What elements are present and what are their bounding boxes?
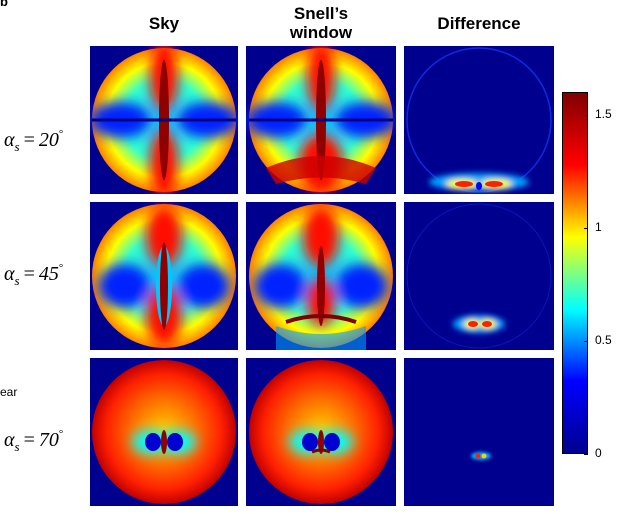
panel-snell-70 (246, 358, 396, 506)
sky-70-image (92, 360, 236, 504)
colorbar-tick-mark (584, 454, 588, 455)
column-header-snell: Snell’s window (246, 4, 396, 42)
colorbar (562, 92, 588, 454)
colorbar-tick-label: 0.5 (595, 332, 612, 347)
sky-20-image (90, 46, 238, 194)
colorbar-tick-label: 0 (595, 446, 602, 460)
angle-value: 20 (38, 129, 59, 151)
alpha-subscript: s (14, 139, 20, 154)
colorbar-tick-mark (584, 340, 588, 342)
snell-45-image (249, 204, 393, 350)
row-label-70: αs = 70° (4, 428, 63, 455)
row-label-20: αs = 20° (4, 128, 63, 155)
colorbar-tick-label: 1 (595, 219, 602, 234)
panel-sky-70 (90, 358, 238, 506)
equals-sign: = (23, 429, 35, 451)
diff-70-image (471, 452, 491, 460)
figure-panel-letter: b (0, 0, 8, 9)
column-header-difference: Difference (437, 14, 521, 33)
column-header-snell-line1: Snell’s (293, 4, 349, 23)
alpha-symbol: α (4, 129, 15, 151)
panel-snell-45 (246, 202, 396, 350)
diff-20-image (406, 47, 552, 193)
column-header-sky: Sky (148, 14, 180, 33)
column-header-snell-line2: window (289, 23, 353, 42)
panel-sky-20 (90, 46, 238, 194)
panel-sky-45 (90, 202, 238, 350)
cutoff-text: ear (0, 385, 18, 399)
alpha-subscript: s (14, 273, 20, 288)
panel-diff-70 (404, 358, 554, 506)
sky-45-image (92, 204, 236, 348)
alpha-symbol: α (4, 263, 15, 285)
panel-diff-45 (404, 202, 554, 350)
alpha-symbol: α (4, 429, 15, 451)
panel-snell-20 (246, 46, 396, 194)
angle-value: 45 (38, 263, 59, 285)
degree-symbol: ° (58, 262, 64, 274)
colorbar-tick-mark (584, 114, 588, 116)
degree-symbol: ° (58, 128, 64, 140)
row-label-45: αs = 45° (4, 262, 63, 289)
snell-20-image (246, 46, 396, 194)
colorbar-tick-mark (584, 227, 588, 229)
angle-value: 70 (38, 429, 59, 451)
equals-sign: = (23, 263, 35, 285)
snell-70-image (249, 360, 393, 504)
colorbar-tick-label: 1.5 (595, 106, 612, 121)
panel-diff-20 (404, 46, 554, 194)
equals-sign: = (23, 129, 35, 151)
alpha-subscript: s (14, 439, 20, 454)
degree-symbol: ° (58, 428, 64, 440)
diff-45-image (406, 203, 552, 349)
